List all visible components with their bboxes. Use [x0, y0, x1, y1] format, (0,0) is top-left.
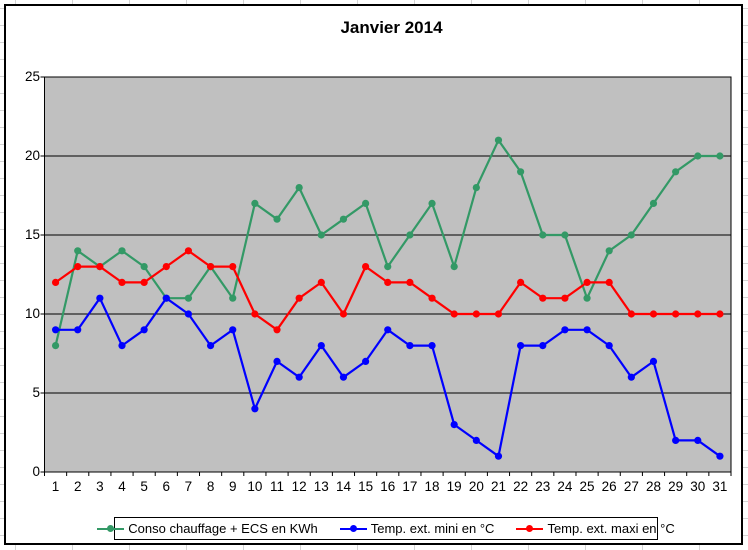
legend-label: Temp. ext. mini en °C	[370, 521, 495, 536]
y-tick-label: 0	[32, 464, 40, 479]
x-tick-label: 20	[468, 479, 484, 494]
y-tick-label: 25	[24, 69, 40, 84]
x-tick-label: 3	[96, 479, 104, 494]
x-tick-label: 27	[623, 479, 639, 494]
x-tick-label: 1	[51, 479, 60, 494]
line-dot-marker-icon	[516, 524, 544, 533]
line-dot-marker-icon	[339, 524, 367, 533]
legend-entry-temp-maxi: Temp. ext. maxi en °C	[516, 521, 675, 536]
x-tick-label: 22	[513, 479, 529, 494]
x-tick-label: 18	[424, 479, 440, 494]
x-tick-label: 14	[335, 479, 351, 494]
x-tick-label: 11	[270, 479, 285, 494]
legend-label: Temp. ext. maxi en °C	[547, 521, 675, 536]
x-tick-label: 2	[73, 479, 82, 494]
plot-area	[40, 76, 732, 476]
x-tick-label: 21	[490, 479, 506, 494]
x-tick-label: 15	[358, 479, 374, 494]
x-tick-label: 6	[162, 479, 171, 494]
x-tick-label: 12	[291, 479, 307, 494]
legend-label: Conso chauffage + ECS en KWh	[128, 521, 318, 536]
x-tick-label: 23	[535, 479, 551, 494]
x-tick-label: 30	[690, 479, 706, 494]
y-tick-label: 5	[32, 385, 40, 400]
legend-entry-temp-mini: Temp. ext. mini en °C	[339, 521, 495, 536]
x-tick-label: 19	[446, 479, 462, 494]
y-tick-label: 10	[24, 306, 40, 321]
x-tick-label: 26	[601, 479, 617, 494]
legend-entry-conso: Conso chauffage + ECS en KWh	[97, 521, 318, 536]
x-tick-label: 29	[668, 479, 684, 494]
chart-frame: Janvier 2014 0 5 10 15 20 25 1 2 3 4 5 6 7 8 9 10 11 12 1…	[4, 4, 743, 545]
y-tick-label: 20	[24, 148, 40, 163]
x-tick-label: 7	[184, 479, 193, 494]
x-tick-label: 25	[579, 479, 595, 494]
x-tick-label: 16	[380, 479, 396, 494]
x-tick-label: 4	[118, 479, 126, 494]
chart-title: Janvier 2014	[340, 18, 443, 37]
legend: Conso chauffage + ECS en KWh Temp. ext. …	[97, 517, 675, 540]
x-tick-label: 8	[206, 479, 215, 494]
x-tick-label: 24	[557, 479, 573, 494]
x-tick-label: 17	[402, 479, 418, 494]
y-tick-label: 15	[24, 227, 40, 242]
line-dot-marker-icon	[97, 524, 125, 533]
x-tick-label: 9	[228, 479, 237, 494]
x-tick-label: 13	[313, 479, 329, 494]
x-tick-label: 31	[712, 479, 728, 494]
x-tick-label: 28	[645, 479, 661, 494]
x-tick-label: 5	[140, 479, 148, 494]
x-tick-label: 10	[247, 479, 263, 494]
